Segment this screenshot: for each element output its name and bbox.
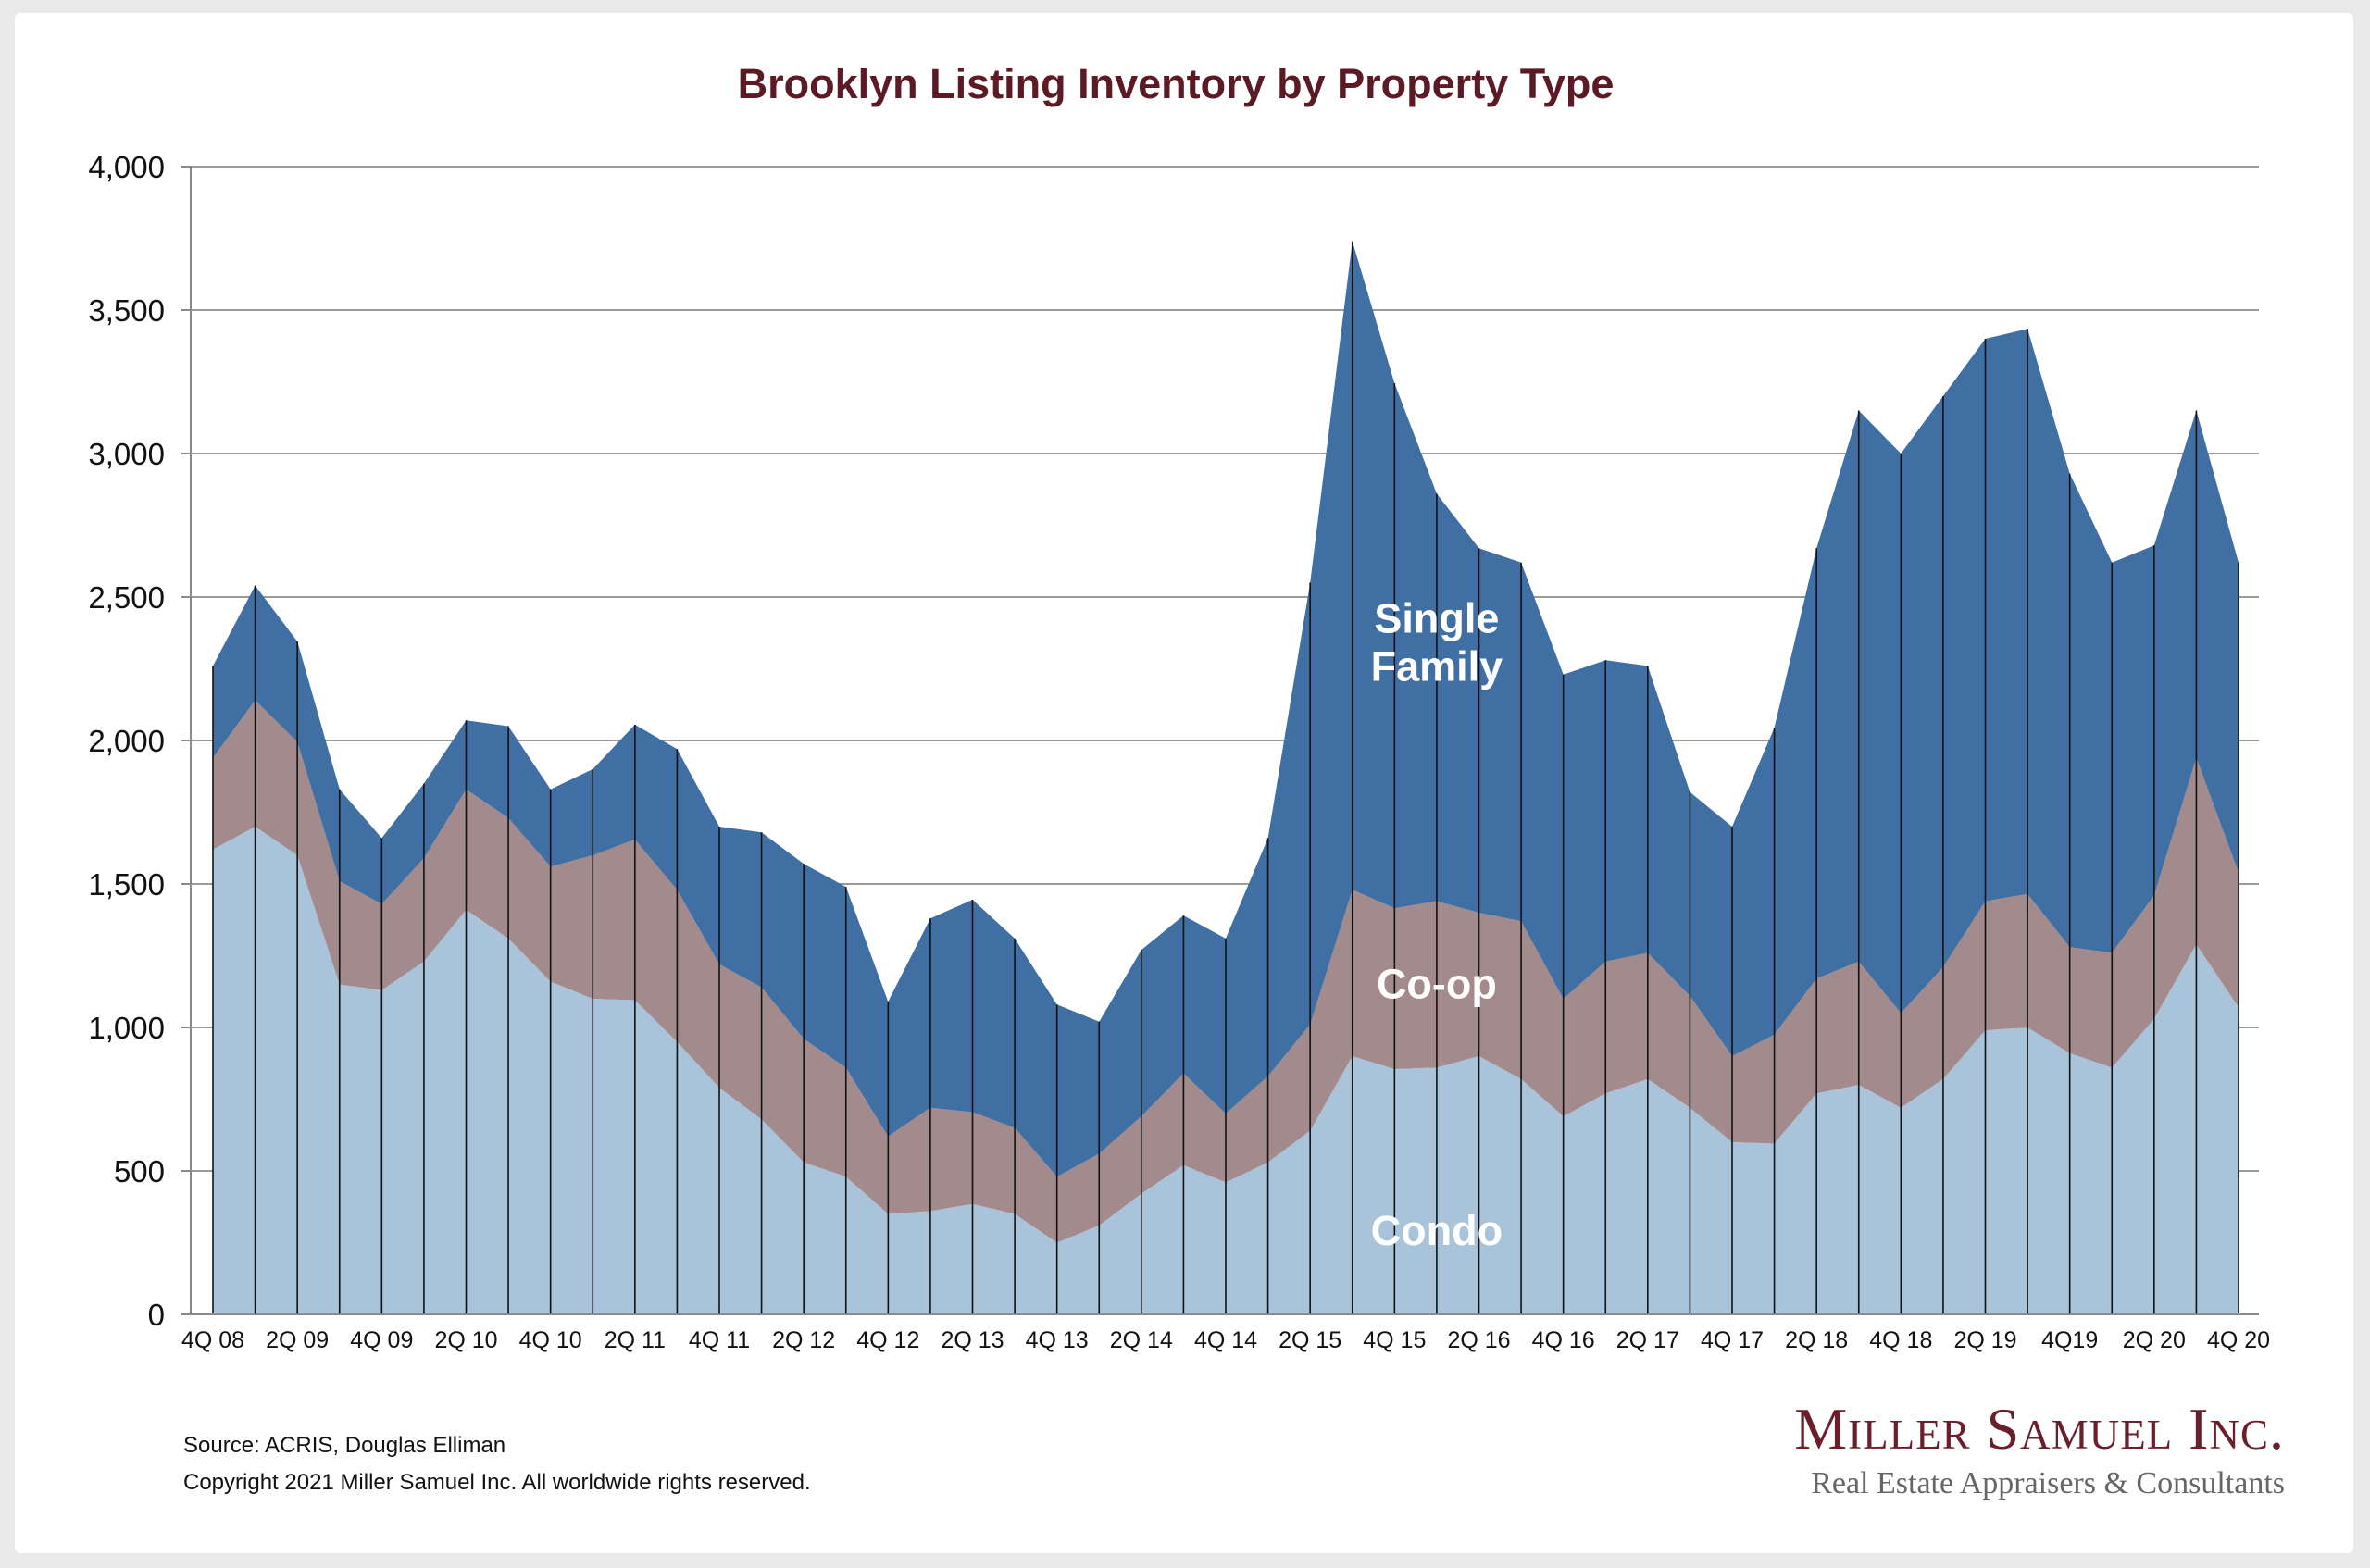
x-tick-label: 2Q 13 [941,1327,1004,1353]
x-tick-label: 4Q 08 [181,1327,244,1353]
chart-title: Brooklyn Listing Inventory by Property T… [738,60,1615,107]
x-tick-label: 4Q 13 [1026,1327,1089,1353]
x-tick-label: 4Q 20 [2207,1327,2270,1353]
x-tick-label: 2Q 20 [2123,1327,2186,1353]
x-tick-label: 4Q 17 [1701,1327,1764,1353]
period-dividers [212,241,2239,1314]
x-tick-label: 4Q 12 [856,1327,919,1353]
x-tick-label: 2Q 11 [605,1327,666,1353]
area-label-co-op: Co-op [1377,961,1497,1008]
x-tick-label: 4Q 16 [1532,1327,1595,1353]
x-tick-label: 4Q 14 [1194,1327,1257,1353]
y-tick-label: 4,000 [88,150,165,184]
source-note: Source: ACRIS, Douglas Elliman [183,1433,506,1458]
x-tick-label: 4Q 18 [1869,1327,1932,1353]
x-tick-label: 2Q 10 [434,1327,497,1353]
y-tick-label: 0 [148,1298,165,1332]
x-tick-label: 4Q 11 [689,1327,750,1353]
area-label-single-family: Family [1371,643,1503,691]
x-tick-label: 2Q 12 [772,1327,835,1353]
y-axis-ticks: 0 500 1,000 1,500 2,000 2,500 3,000 3,500 4,000 [88,150,191,1332]
y-tick-label: 2,500 [88,580,165,615]
x-tick-label: 2Q 15 [1279,1327,1341,1353]
company-name: Miller Samuel Inc. [1794,1396,2285,1462]
area-label-condo: Condo [1371,1207,1503,1254]
copyright-note: Copyright 2021 Miller Samuel Inc. All wo… [183,1470,811,1495]
x-tick-label: 2Q 16 [1447,1327,1510,1353]
y-tick-label: 1,000 [88,1011,165,1045]
x-tick-label: 4Q 09 [350,1327,413,1353]
x-tick-label: 4Q19 [2041,1327,2098,1353]
x-tick-label: 4Q 10 [519,1327,582,1353]
x-axis-ticks: 4Q 08 2Q 09 4Q 09 2Q 10 4Q 10 2Q 11 4Q 11 2Q 12… [181,1327,2270,1353]
area-label-single-family: Single [1374,595,1499,642]
x-tick-label: 2Q 14 [1110,1327,1173,1353]
x-tick-label: 2Q 19 [1953,1327,2016,1353]
company-logo: Miller Samuel Inc. Real Estate Appraiser… [1794,1400,2285,1500]
y-tick-label: 3,000 [88,437,165,471]
x-tick-label: 2Q 18 [1785,1327,1848,1353]
x-tick-label: 2Q 09 [266,1327,329,1353]
x-tick-label: 4Q 15 [1363,1327,1426,1353]
company-tagline: Real Estate Appraisers & Consultants [1811,1466,2285,1500]
y-tick-label: 500 [114,1154,165,1188]
y-tick-label: 2,000 [88,724,165,758]
y-tick-label: 1,500 [88,867,165,902]
x-tick-label: 2Q 17 [1616,1327,1679,1353]
y-tick-label: 3,500 [88,293,165,328]
